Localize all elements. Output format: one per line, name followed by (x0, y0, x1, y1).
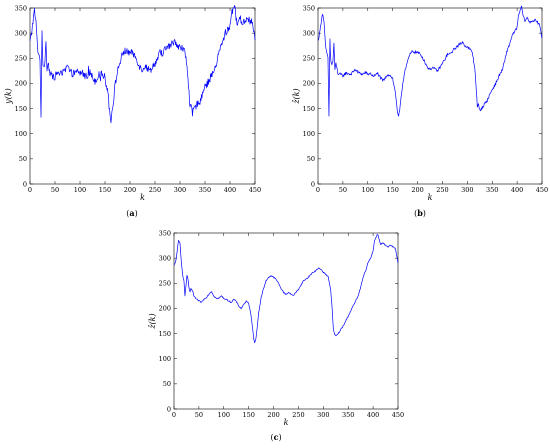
x-axis-label: k (140, 193, 145, 202)
x-tick-label: 450 (392, 411, 404, 419)
x-tick-label: 250 (149, 186, 161, 194)
y-tick-label: 350 (15, 4, 27, 12)
y-tick-label: 250 (15, 55, 27, 63)
panel-caption-letter: b (417, 208, 423, 218)
y-tick-label: 300 (159, 254, 171, 262)
chart-panel-c: 0 50 100 150 200 250 300 350 400 450 0 50 100 150 200 2… (148, 229, 404, 442)
panel-caption: (c) (270, 432, 281, 442)
panel-caption-letter: a (129, 208, 134, 218)
x-tick-label: 200 (411, 186, 423, 194)
plot-frame (173, 232, 399, 410)
x-tick-label: 400 (367, 411, 379, 419)
x-tick-label: 50 (195, 411, 203, 419)
plot-frame (317, 7, 543, 185)
y-tick-label: 100 (15, 130, 27, 138)
y-tick-label: 150 (303, 105, 315, 113)
x-tick-label: 450 (249, 186, 261, 194)
y-axis-label: y(k) (4, 88, 13, 105)
x-tick-label: 350 (342, 411, 354, 419)
x-tick-label: 450 (536, 186, 548, 194)
series-line (173, 234, 399, 344)
y-tick-label: 300 (303, 29, 315, 37)
y-tick-label: 250 (159, 280, 171, 288)
y-tick-label: 350 (303, 4, 315, 12)
y-tick-label: 200 (303, 80, 315, 88)
x-tick-label: 250 (436, 186, 448, 194)
x-tick-label: 200 (124, 186, 136, 194)
panel-caption-letter: c (274, 432, 279, 442)
y-axis-label: ẑ(k) (292, 88, 301, 104)
x-tick-label: 400 (224, 186, 236, 194)
y-tick-label: 50 (307, 155, 315, 163)
x-tick-label: 350 (486, 186, 498, 194)
x-tick-label: 0 (316, 186, 320, 194)
x-tick-label: 300 (317, 411, 329, 419)
y-tick-label: 0 (23, 180, 27, 188)
y-tick-label: 250 (303, 55, 315, 63)
x-tick-label: 50 (339, 186, 347, 194)
y-tick-label: 150 (159, 330, 171, 338)
x-tick-label: 300 (461, 186, 473, 194)
chart-panel-a: 0 50 100 150 200 250 300 350 400 450 0 50 100 150 200 2… (4, 4, 261, 218)
panel-caption: (a) (126, 208, 137, 218)
x-tick-label: 300 (174, 186, 186, 194)
x-tick-label: 150 (386, 186, 398, 194)
x-tick-label: 250 (292, 411, 304, 419)
y-axis-label: ẑ(k) (148, 313, 157, 329)
y-tick-label: 100 (159, 355, 171, 363)
x-axis-label: k (428, 193, 433, 202)
y-tick-label: 100 (303, 130, 315, 138)
x-axis-label: k (284, 418, 289, 427)
y-tick-label: 50 (19, 155, 27, 163)
x-tick-label: 0 (28, 186, 32, 194)
x-tick-label: 50 (51, 186, 59, 194)
y-tick-label: 0 (311, 180, 315, 188)
y-tick-label: 200 (159, 305, 171, 313)
y-tick-label: 0 (167, 405, 171, 413)
x-tick-label: 0 (172, 411, 176, 419)
plot-frame (29, 7, 256, 185)
x-tick-label: 400 (511, 186, 523, 194)
x-tick-label: 150 (99, 186, 111, 194)
x-tick-label: 100 (218, 411, 230, 419)
y-tick-label: 200 (15, 80, 27, 88)
panel-caption: (b) (414, 208, 426, 218)
chart-panel-b: 0 50 100 150 200 250 300 350 400 450 0 50 100 150 200 2… (292, 4, 548, 218)
x-tick-label: 200 (267, 411, 279, 419)
x-tick-label: 100 (362, 186, 374, 194)
series-line (317, 5, 543, 117)
y-tick-label: 50 (163, 380, 171, 388)
x-tick-label: 100 (74, 186, 86, 194)
x-tick-label: 150 (242, 411, 254, 419)
x-tick-label: 350 (199, 186, 211, 194)
series-line (29, 5, 256, 124)
y-tick-label: 300 (15, 29, 27, 37)
y-tick-label: 350 (159, 229, 171, 237)
y-tick-label: 150 (15, 105, 27, 113)
